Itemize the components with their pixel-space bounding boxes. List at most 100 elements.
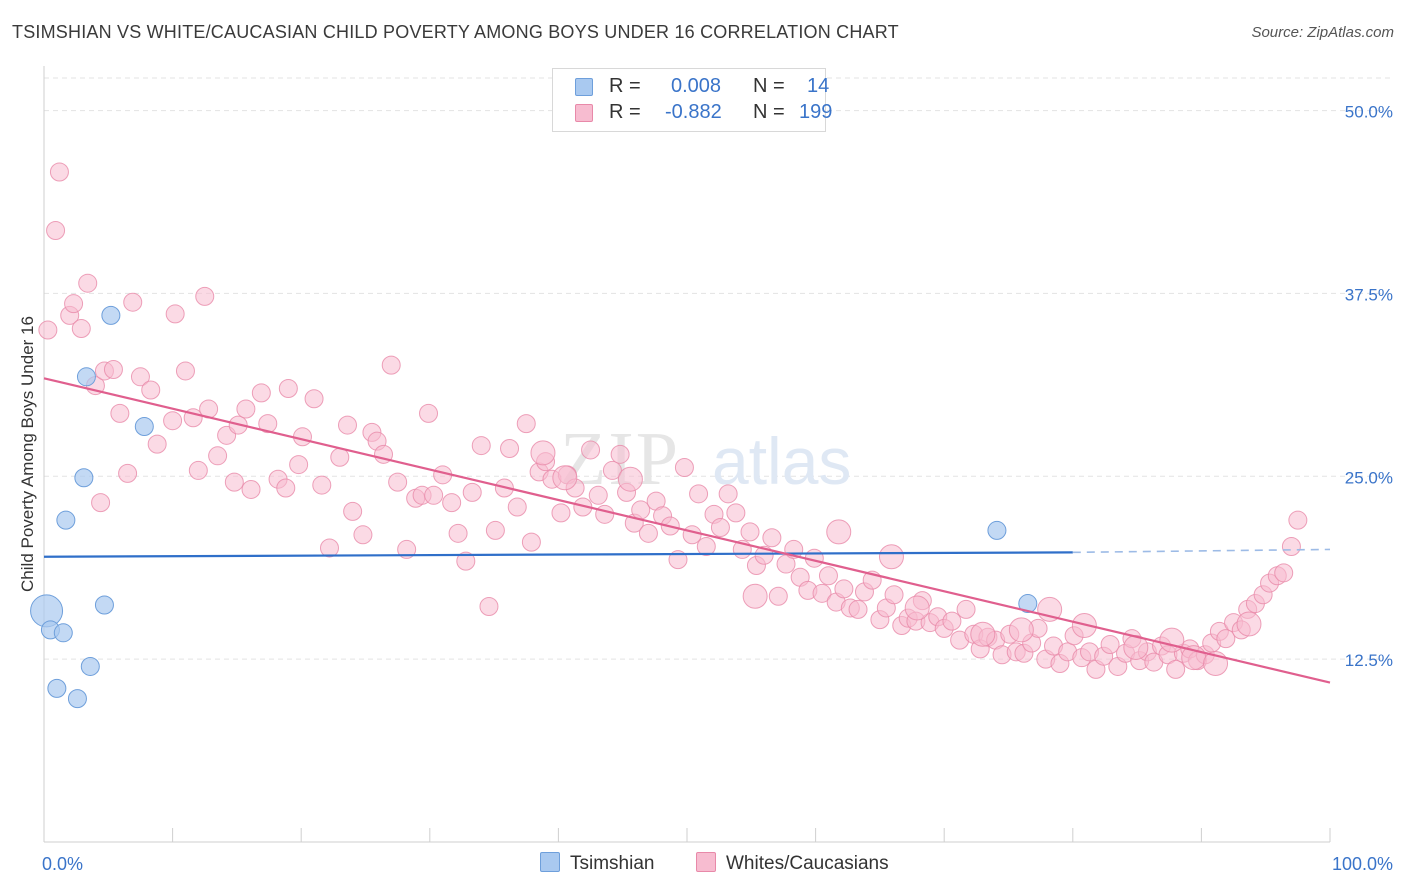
- data-point-whites: [674, 458, 694, 478]
- data-point-whites: [46, 221, 66, 241]
- data-point-whites: [236, 399, 256, 419]
- data-point-whites: [71, 319, 91, 339]
- data-point-whites: [1100, 635, 1120, 655]
- data-point-whites: [521, 532, 541, 552]
- legend-n-label: N =: [753, 101, 785, 123]
- legend-r-label: R =: [609, 101, 641, 123]
- data-point-whites: [448, 523, 468, 543]
- data-point-whites: [551, 503, 571, 523]
- data-point-whites: [388, 472, 408, 492]
- data-point-whites: [353, 525, 373, 545]
- data-point-whites: [343, 501, 363, 521]
- data-point-whites: [419, 403, 439, 423]
- data-point-whites: [696, 537, 716, 557]
- data-point-whites: [118, 463, 138, 483]
- data-point-whites: [319, 538, 339, 558]
- y-tick-label: 12.5%: [1345, 651, 1393, 670]
- legend-r-label: R =: [609, 75, 641, 97]
- data-point-whites: [1288, 510, 1308, 530]
- data-point-whites: [1159, 627, 1185, 653]
- data-point-tsimshian: [101, 305, 121, 325]
- data-point-whites: [668, 550, 688, 570]
- data-point-whites: [195, 286, 215, 306]
- axes: [43, 66, 1331, 843]
- data-point-whites: [970, 621, 996, 647]
- data-point-tsimshian: [67, 689, 87, 709]
- trend-lines: [43, 377, 1331, 684]
- legend-r-value: -0.882: [665, 101, 722, 123]
- bottom-legend-swatch-whites: [696, 852, 716, 872]
- data-point-whites: [834, 579, 854, 599]
- data-point-whites: [552, 465, 578, 491]
- chart-title: TSIMSHIAN VS WHITE/CAUCASIAN CHILD POVER…: [12, 22, 899, 42]
- tick-labels: 12.5% 25.0% 37.5% 50.0% 0.0% 100.0%: [42, 103, 1393, 874]
- data-point-whites: [500, 438, 520, 458]
- data-point-whites: [471, 436, 491, 456]
- bottom-legend-whites: Whites/Caucasians: [696, 852, 889, 876]
- data-point-whites: [718, 484, 738, 504]
- data-point-whites: [485, 520, 505, 540]
- data-point-whites: [762, 528, 782, 548]
- data-point-whites: [64, 294, 84, 314]
- data-point-whites: [442, 493, 462, 513]
- legend-n-value: 14: [807, 75, 830, 97]
- legend-swatch-whites: [575, 104, 593, 122]
- y-tick-label: 50.0%: [1345, 103, 1393, 122]
- data-point-whites: [884, 585, 904, 605]
- data-point-whites: [878, 544, 904, 570]
- data-point-whites: [682, 525, 702, 545]
- series-tsimshian: [30, 305, 1038, 709]
- data-point-whites: [337, 415, 357, 435]
- y-tick-label: 25.0%: [1345, 468, 1393, 487]
- data-point-whites: [588, 485, 608, 505]
- x-tick-label-max: 100.0%: [1332, 854, 1393, 874]
- data-point-whites: [726, 503, 746, 523]
- data-point-whites: [1008, 617, 1034, 643]
- data-point-whites: [904, 595, 930, 621]
- data-point-whites: [740, 522, 760, 542]
- x-tick-label-min: 0.0%: [42, 854, 83, 874]
- bottom-legend-label-whites: Whites/Caucasians: [726, 853, 889, 874]
- series-whites-caucasians: [38, 162, 1308, 679]
- data-point-whites: [812, 583, 832, 603]
- data-point-whites: [147, 434, 167, 454]
- data-point-tsimshian: [1018, 594, 1038, 614]
- data-point-whites: [776, 554, 796, 574]
- data-point-tsimshian: [74, 468, 94, 488]
- data-point-tsimshian: [47, 678, 67, 698]
- data-point-whites: [1281, 537, 1301, 557]
- bottom-legend-swatch-tsimshian: [540, 852, 560, 872]
- data-point-whites: [530, 440, 556, 466]
- data-point-tsimshian: [134, 417, 154, 437]
- data-point-whites: [163, 411, 183, 431]
- legend-r-value: 0.008: [671, 75, 722, 97]
- data-point-whites: [175, 361, 195, 381]
- data-point-whites: [123, 292, 143, 312]
- data-point-tsimshian: [76, 367, 96, 387]
- data-point-whites: [1216, 629, 1236, 649]
- data-point-whites: [516, 414, 536, 434]
- data-point-whites: [276, 478, 296, 498]
- data-point-whites: [602, 460, 622, 480]
- data-point-whites: [1236, 611, 1262, 637]
- correlation-legend: R = 0.008 N = 14 R = -0.882 N = 199: [552, 68, 832, 132]
- data-point-whites: [942, 611, 962, 631]
- data-point-whites: [1274, 563, 1294, 583]
- data-point-whites: [130, 367, 150, 387]
- data-point-tsimshian: [80, 656, 100, 676]
- source-label: Source: ZipAtlas.com: [1251, 24, 1394, 41]
- data-point-whites: [826, 519, 852, 545]
- data-point-whites: [689, 484, 709, 504]
- data-point-whites: [165, 304, 185, 324]
- data-point-whites: [610, 444, 630, 464]
- data-point-whites: [188, 460, 208, 480]
- data-point-whites: [49, 162, 69, 182]
- data-point-whites: [241, 479, 261, 499]
- data-point-whites: [304, 389, 324, 409]
- data-point-whites: [638, 523, 658, 543]
- trend-line-tsimshian: [43, 551, 1073, 558]
- trend-line-whites: [43, 377, 1331, 684]
- data-point-whites: [462, 482, 482, 502]
- data-point-tsimshian: [56, 510, 76, 530]
- data-point-whites: [1166, 659, 1186, 679]
